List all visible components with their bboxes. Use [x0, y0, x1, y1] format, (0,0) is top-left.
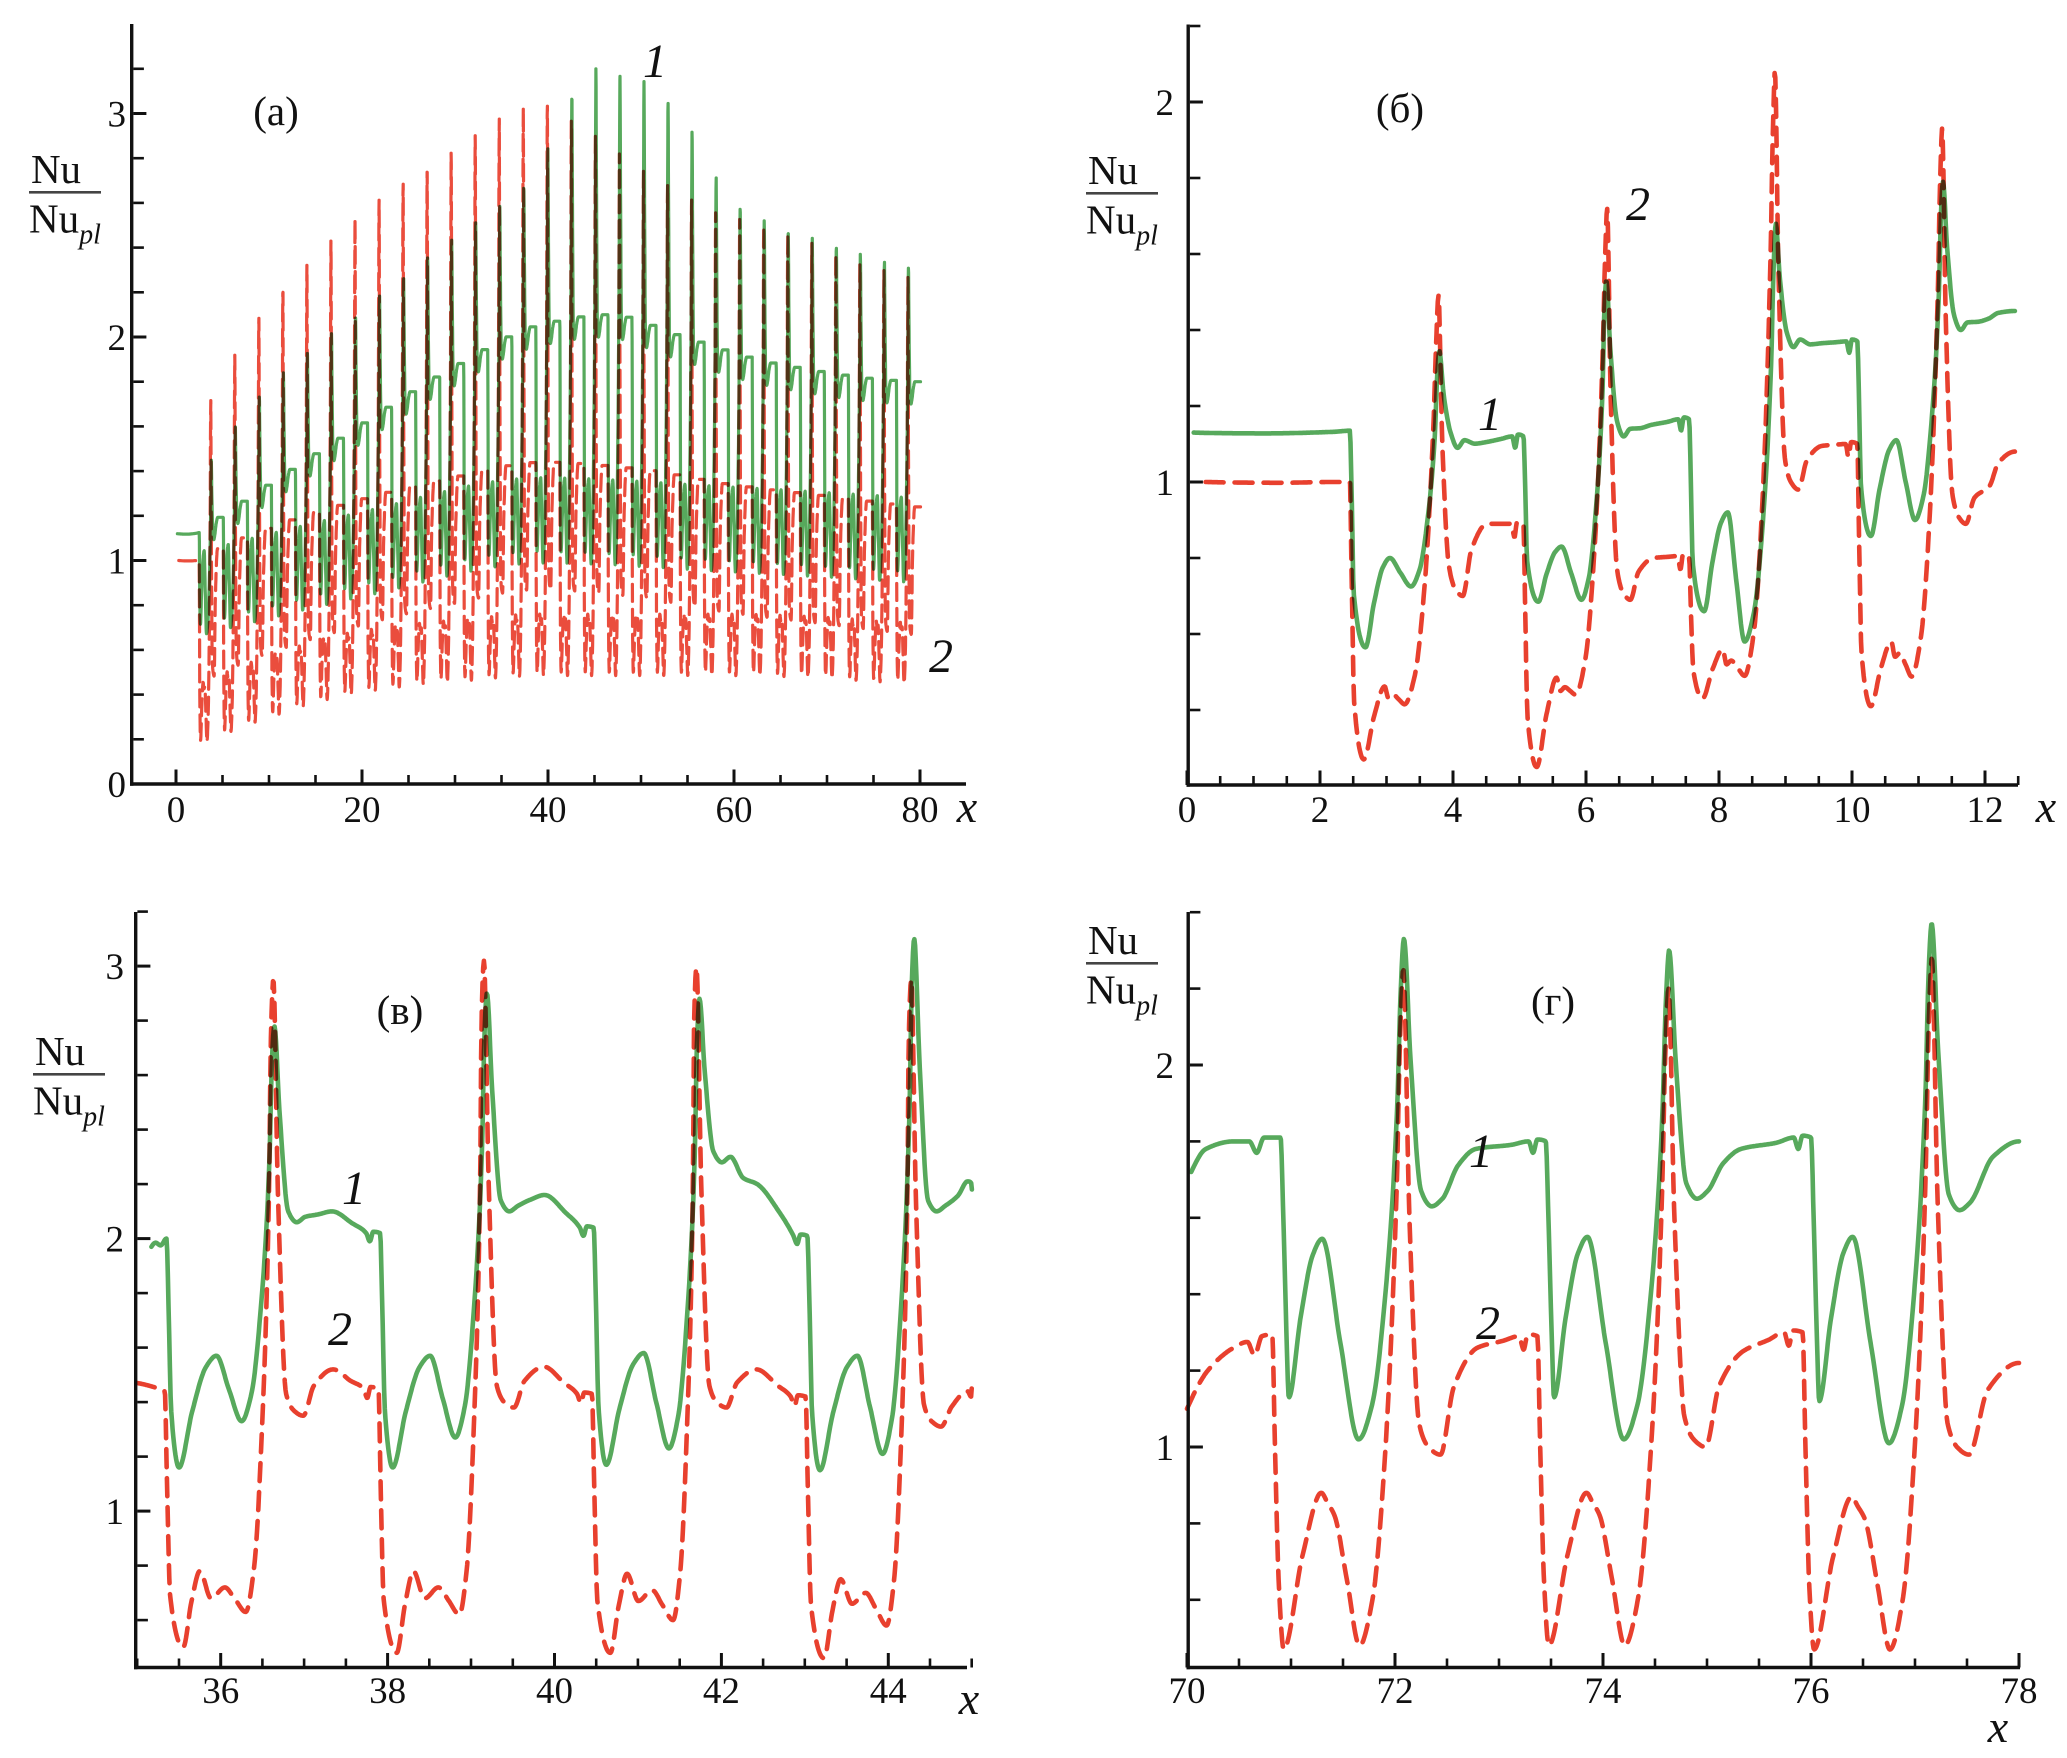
svg-text:(б): (б) [1376, 85, 1424, 131]
svg-text:2: 2 [1626, 178, 1650, 231]
svg-text:12: 12 [1967, 790, 2004, 831]
svg-text:3: 3 [106, 947, 125, 988]
svg-text:42: 42 [703, 1671, 740, 1712]
svg-text:0: 0 [167, 790, 186, 831]
svg-text:2: 2 [1476, 1297, 1500, 1350]
svg-text:80: 80 [902, 790, 939, 831]
svg-text:x: x [956, 781, 978, 832]
svg-text:1: 1 [108, 542, 127, 583]
svg-text:76: 76 [1793, 1671, 1830, 1712]
svg-text:x: x [1987, 1701, 2009, 1752]
svg-text:2: 2 [1311, 790, 1330, 831]
svg-text:2: 2 [106, 1220, 125, 1261]
svg-text:2: 2 [1156, 1046, 1175, 1087]
svg-text:3: 3 [108, 95, 127, 136]
svg-text:8: 8 [1710, 790, 1729, 831]
svg-text:x: x [958, 1673, 980, 1724]
svg-text:0: 0 [108, 765, 127, 806]
svg-text:2: 2 [108, 318, 127, 359]
svg-text:(a): (a) [253, 88, 299, 134]
svg-text:20: 20 [344, 790, 381, 831]
svg-text:78: 78 [2001, 1671, 2038, 1712]
svg-text:Nu: Nu [1088, 917, 1138, 963]
svg-text:2: 2 [328, 1303, 352, 1356]
svg-text:72: 72 [1377, 1671, 1414, 1712]
svg-text:1: 1 [1478, 388, 1502, 441]
svg-text:0: 0 [1178, 790, 1197, 831]
svg-text:4: 4 [1444, 790, 1463, 831]
svg-text:1: 1 [1156, 463, 1175, 504]
svg-text:Nu: Nu [35, 1028, 85, 1074]
svg-text:1: 1 [643, 35, 667, 88]
svg-text:1: 1 [1156, 1428, 1175, 1469]
svg-text:Nu: Nu [1088, 147, 1138, 193]
svg-text:x: x [2035, 781, 2057, 832]
svg-text:1: 1 [342, 1162, 366, 1215]
svg-text:40: 40 [530, 790, 567, 831]
svg-text:1: 1 [106, 1492, 125, 1533]
svg-text:40: 40 [536, 1671, 573, 1712]
svg-text:36: 36 [202, 1671, 239, 1712]
svg-text:(в): (в) [377, 987, 424, 1033]
svg-text:(г): (г) [1531, 978, 1575, 1024]
svg-text:70: 70 [1169, 1671, 1206, 1712]
svg-text:10: 10 [1834, 790, 1871, 831]
svg-text:Nu: Nu [31, 146, 81, 192]
svg-text:60: 60 [716, 790, 753, 831]
svg-text:1: 1 [1469, 1125, 1493, 1178]
svg-text:74: 74 [1585, 1671, 1622, 1712]
svg-text:2: 2 [1156, 83, 1175, 124]
svg-text:44: 44 [870, 1671, 907, 1712]
svg-text:2: 2 [929, 630, 953, 683]
svg-text:38: 38 [369, 1671, 406, 1712]
svg-text:6: 6 [1577, 790, 1596, 831]
